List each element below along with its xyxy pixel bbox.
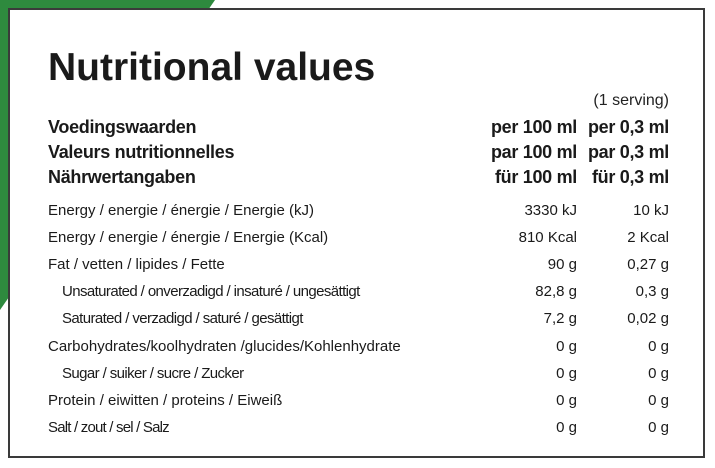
row-per-serving: 0,27 g — [627, 256, 669, 274]
row-per-serving: 0,3 g — [635, 283, 669, 301]
row-per-serving: 10 kJ — [633, 202, 669, 219]
header-label: Nährwertangaben — [48, 167, 196, 187]
row-per-serving: 0 g — [648, 337, 669, 355]
header-per-100: per 100 ml — [490, 117, 577, 137]
row-label: Energy / energie / énergie / Energie (Kc… — [48, 229, 329, 247]
row-per-100: 0 g — [556, 337, 577, 355]
header-per-100: par 100 ml — [490, 142, 577, 162]
row-label: Carbohydrates/koolhydraten /glucides/Koh… — [48, 337, 401, 355]
header-per-serving: für 0,3 ml — [591, 167, 669, 187]
row-label: Energy / energie / énergie / Energie (kJ… — [48, 202, 314, 219]
row-label: Fat / vetten / lipides / Fette — [48, 256, 225, 274]
serving-note: (1 serving) — [593, 92, 669, 109]
header-label: Voedingswaarden — [48, 117, 197, 137]
row-label: Protein / eiwitten / proteins / Eiweiß — [48, 391, 283, 409]
header-label: Valeurs nutritionnelles — [48, 142, 235, 162]
row-per-serving: 0,02 g — [627, 310, 669, 328]
row-per-serving: 0 g — [648, 391, 669, 409]
header-per-serving: par 0,3 ml — [587, 142, 669, 162]
row-per-serving: 0 g — [648, 364, 669, 382]
row-per-100: 0 g — [556, 418, 577, 436]
row-per-100: 0 g — [556, 364, 577, 382]
title: Nutritional values — [48, 46, 376, 89]
row-per-100: 90 g — [547, 256, 577, 274]
row-per-serving: 2 Kcal — [627, 229, 669, 247]
row-per-100: 810 Kcal — [518, 229, 577, 247]
row-per-100: 3330 kJ — [524, 202, 577, 219]
nutrition-card — [8, 8, 705, 458]
row-label: Unsaturated / onverzadigd / insaturé / u… — [62, 283, 360, 301]
row-per-100: 7,2 g — [543, 310, 577, 328]
row-per-100: 82,8 g — [535, 283, 577, 301]
row-per-100: 0 g — [556, 391, 577, 409]
row-per-serving: 0 g — [648, 418, 669, 436]
header-per-serving: per 0,3 ml — [587, 117, 669, 137]
header-per-100: für 100 ml — [494, 167, 577, 187]
row-label: Sugar / suiker / sucre / Zucker — [62, 364, 244, 382]
row-label: Saturated / verzadigd / saturé / gesätti… — [62, 310, 303, 328]
row-label: Salt / zout / sel / Salz — [48, 418, 170, 436]
